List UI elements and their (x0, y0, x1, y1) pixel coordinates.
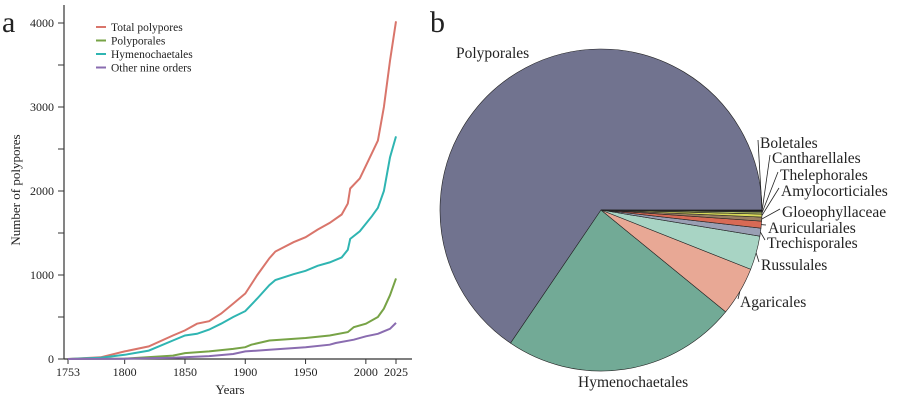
panel-label-a: a (2, 6, 15, 39)
pie-label: Thelephorales (780, 167, 868, 184)
legend-label: Hymenochaetales (111, 49, 193, 61)
leader-line (757, 139, 763, 211)
x-tick-label: 2025 (384, 365, 408, 379)
x-tick-label: 2000 (354, 365, 378, 379)
x-axis-label: Years (215, 382, 244, 397)
leader-line (760, 231, 766, 241)
panel-label-b: b (430, 6, 445, 39)
leader-line (755, 252, 760, 263)
legend-label: Total polypores (111, 22, 183, 34)
pie-label: Auriculariales (768, 220, 856, 237)
y-tick-label: 2000 (30, 184, 54, 198)
pie-label: Boletales (760, 135, 818, 152)
leader-line (737, 291, 741, 300)
leader-line (761, 171, 779, 214)
pie-label: Agaricales (740, 294, 806, 311)
pie-slice-polyporales (439, 48, 763, 344)
x-tick-label: 1950 (294, 365, 318, 379)
pie-label: Cantharellales (772, 150, 861, 167)
leader-line (761, 154, 771, 212)
y-tick-label: 4000 (30, 16, 54, 30)
pie-slice-hymenochaetales (510, 209, 727, 372)
pie-label: Amylocorticiales (781, 183, 888, 200)
pie-label: Polyporales (456, 45, 529, 62)
series-line-other-nine-orders (67, 322, 397, 360)
series-line-hymenochaetales (67, 136, 397, 360)
pie-label: Gloeophyllaceae (782, 204, 886, 221)
y-tick-label: 0 (48, 352, 54, 366)
y-axis-label: Number of polypores (8, 134, 23, 245)
pie-label: Russulales (761, 257, 827, 274)
x-tick-label: 1800 (113, 365, 137, 379)
leader-line (761, 187, 780, 216)
y-tick-label: 1000 (30, 268, 54, 282)
x-tick-label: 1900 (233, 365, 257, 379)
x-tick-label: 1753 (56, 365, 80, 379)
legend-label: Polyporales (111, 36, 166, 48)
series-line-polyporales (67, 278, 397, 360)
pie-label: Trechisporales (767, 235, 858, 252)
leader-line (761, 208, 781, 220)
x-tick-label: 1850 (173, 365, 197, 379)
y-tick-label: 3000 (30, 100, 54, 114)
series-line-total-polypores (67, 21, 397, 360)
legend-label: Other nine orders (111, 63, 192, 75)
pie-label: Hymenochaetales (578, 374, 688, 391)
